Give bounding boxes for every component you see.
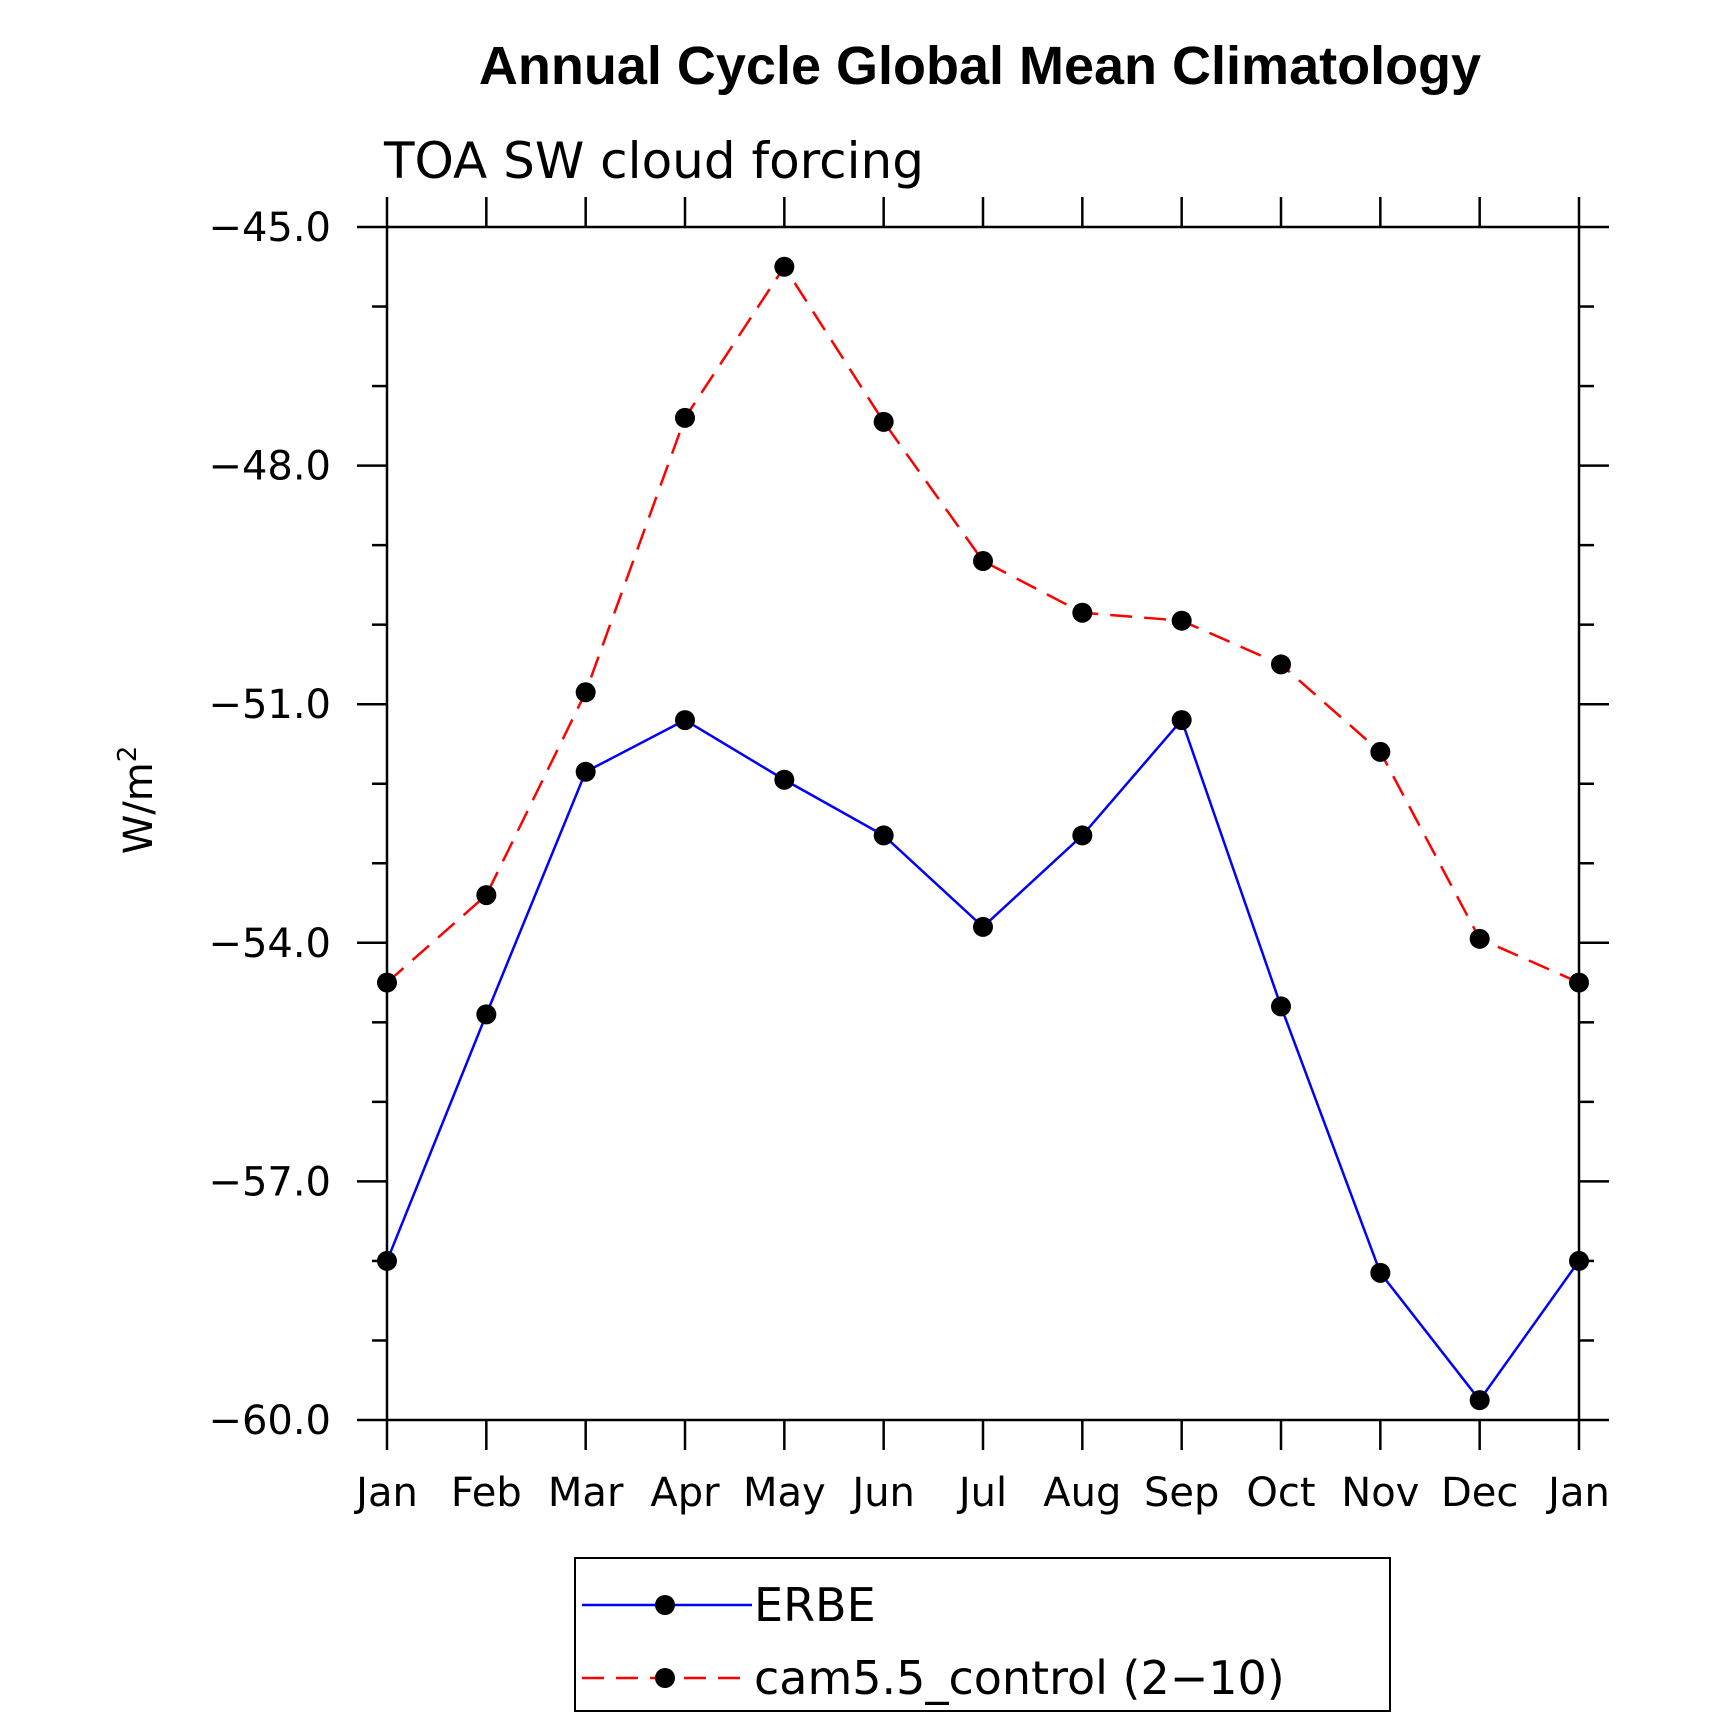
x-tick-label: Oct [1246, 1470, 1315, 1516]
axis-ticks [357, 197, 1609, 1450]
y-axis-label-superscript: 2 [113, 746, 143, 763]
y-tick-label: −60.0 [208, 1398, 331, 1444]
series-0-point [1370, 1262, 1391, 1283]
chart-subtitle: TOA SW cloud forcing [383, 132, 924, 190]
tick-labels: Jan Feb Mar Apr May Jun Jul Aug Sep Oct Nov Dec Jan−… [208, 205, 1609, 1516]
series-0-point [476, 1004, 497, 1025]
x-tick-label: Nov [1341, 1470, 1419, 1516]
x-tick-label: Jan [353, 1470, 418, 1516]
y-tick-label: −45.0 [208, 205, 331, 251]
legend-label-1: cam5.5_control (2−10) [754, 1651, 1285, 1705]
chart-title: Annual Cycle Global Mean Climatology [479, 36, 1481, 96]
y-tick-label: −48.0 [208, 444, 331, 490]
series-1-point [575, 682, 596, 703]
series-0-point [774, 769, 795, 790]
series-1-point [774, 256, 795, 277]
y-axis-label: W/m2 [113, 746, 162, 855]
series-line-0 [385, 717, 1581, 1403]
legend-marker-0 [655, 1595, 675, 1615]
x-tick-label: Jun [849, 1470, 915, 1516]
series-1-point [1171, 610, 1192, 631]
plot-frame [385, 225, 1581, 1422]
series-1-point [973, 551, 993, 572]
x-tick-label: Aug [1043, 1470, 1121, 1516]
series-0-point [873, 825, 894, 846]
series-1-point [1370, 741, 1391, 762]
series-line-1 [386, 264, 1580, 984]
y-tick-label: −57.0 [208, 1159, 331, 1205]
series-0-point [675, 710, 695, 731]
series-0-point [1271, 996, 1291, 1017]
x-tick-label: Jan [1545, 1470, 1610, 1516]
series-1-point [675, 407, 695, 428]
x-tick-label: Dec [1441, 1470, 1518, 1516]
series-1-point [873, 411, 894, 432]
x-tick-label: Jul [956, 1470, 1007, 1516]
series-1-point [1271, 654, 1291, 675]
series-0-point [1469, 1390, 1490, 1411]
series-1-point [1072, 602, 1093, 623]
x-tick-label: Apr [650, 1470, 720, 1516]
series-0-point [575, 761, 596, 782]
x-tick-label: May [743, 1470, 826, 1516]
x-tick-label: Feb [451, 1470, 522, 1516]
x-tick-label: Mar [548, 1470, 624, 1516]
data-series [377, 256, 1589, 1411]
series-0-point [973, 916, 993, 937]
x-tick-label: Sep [1144, 1470, 1219, 1516]
y-tick-label: −51.0 [208, 682, 331, 728]
series-1-point [1469, 928, 1490, 949]
legend-entries: ERBE cam5.5_control (2−10) [582, 1578, 1285, 1705]
legend-label-0: ERBE [754, 1578, 876, 1632]
legend-marker-1 [655, 1668, 675, 1688]
series-1-point [476, 885, 497, 906]
y-tick-label: −54.0 [208, 921, 331, 967]
y-axis-label-text: W/m [116, 762, 162, 854]
series-0-point [1072, 825, 1093, 846]
series-0-point [1171, 710, 1192, 731]
legend-box [574, 1557, 1391, 1712]
legend: ERBE cam5.5_control (2−10) [574, 1557, 1391, 1712]
